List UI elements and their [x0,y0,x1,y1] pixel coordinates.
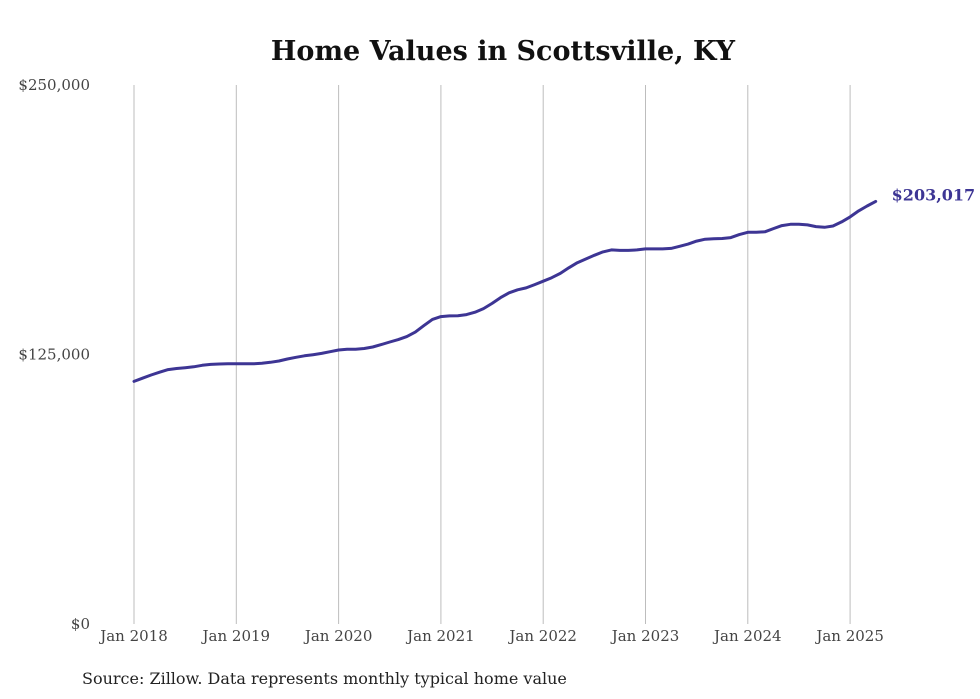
y-tick-label: $125,000 [18,346,90,364]
y-tick-label: $0 [71,615,90,633]
vertical-gridlines [133,85,851,624]
x-tick-label: Jan 2018 [98,627,168,645]
x-tick-label: Jan 2024 [712,627,782,645]
x-tick-label: Jan 2019 [201,627,271,645]
source-note: Source: Zillow. Data represents monthly … [82,669,567,688]
x-axis-tick-labels: Jan 2018 Jan 2019 Jan 2020 Jan 2021 Jan 2022… [98,627,884,645]
chart-title: Home Values in Scottsville, KY [271,36,736,67]
x-tick-label: Jan 2022 [507,627,577,645]
y-tick-label: $250,000 [18,76,90,94]
home-value-line [132,199,878,383]
x-tick-label: Jan 2021 [405,627,475,645]
x-tick-label: Jan 2020 [303,627,373,645]
x-tick-label: Jan 2025 [814,627,884,645]
end-value-label: $203,017 [892,185,976,204]
x-tick-label: Jan 2023 [610,627,680,645]
y-axis-tick-labels: $0 $125,000 $250,000 [18,76,90,633]
